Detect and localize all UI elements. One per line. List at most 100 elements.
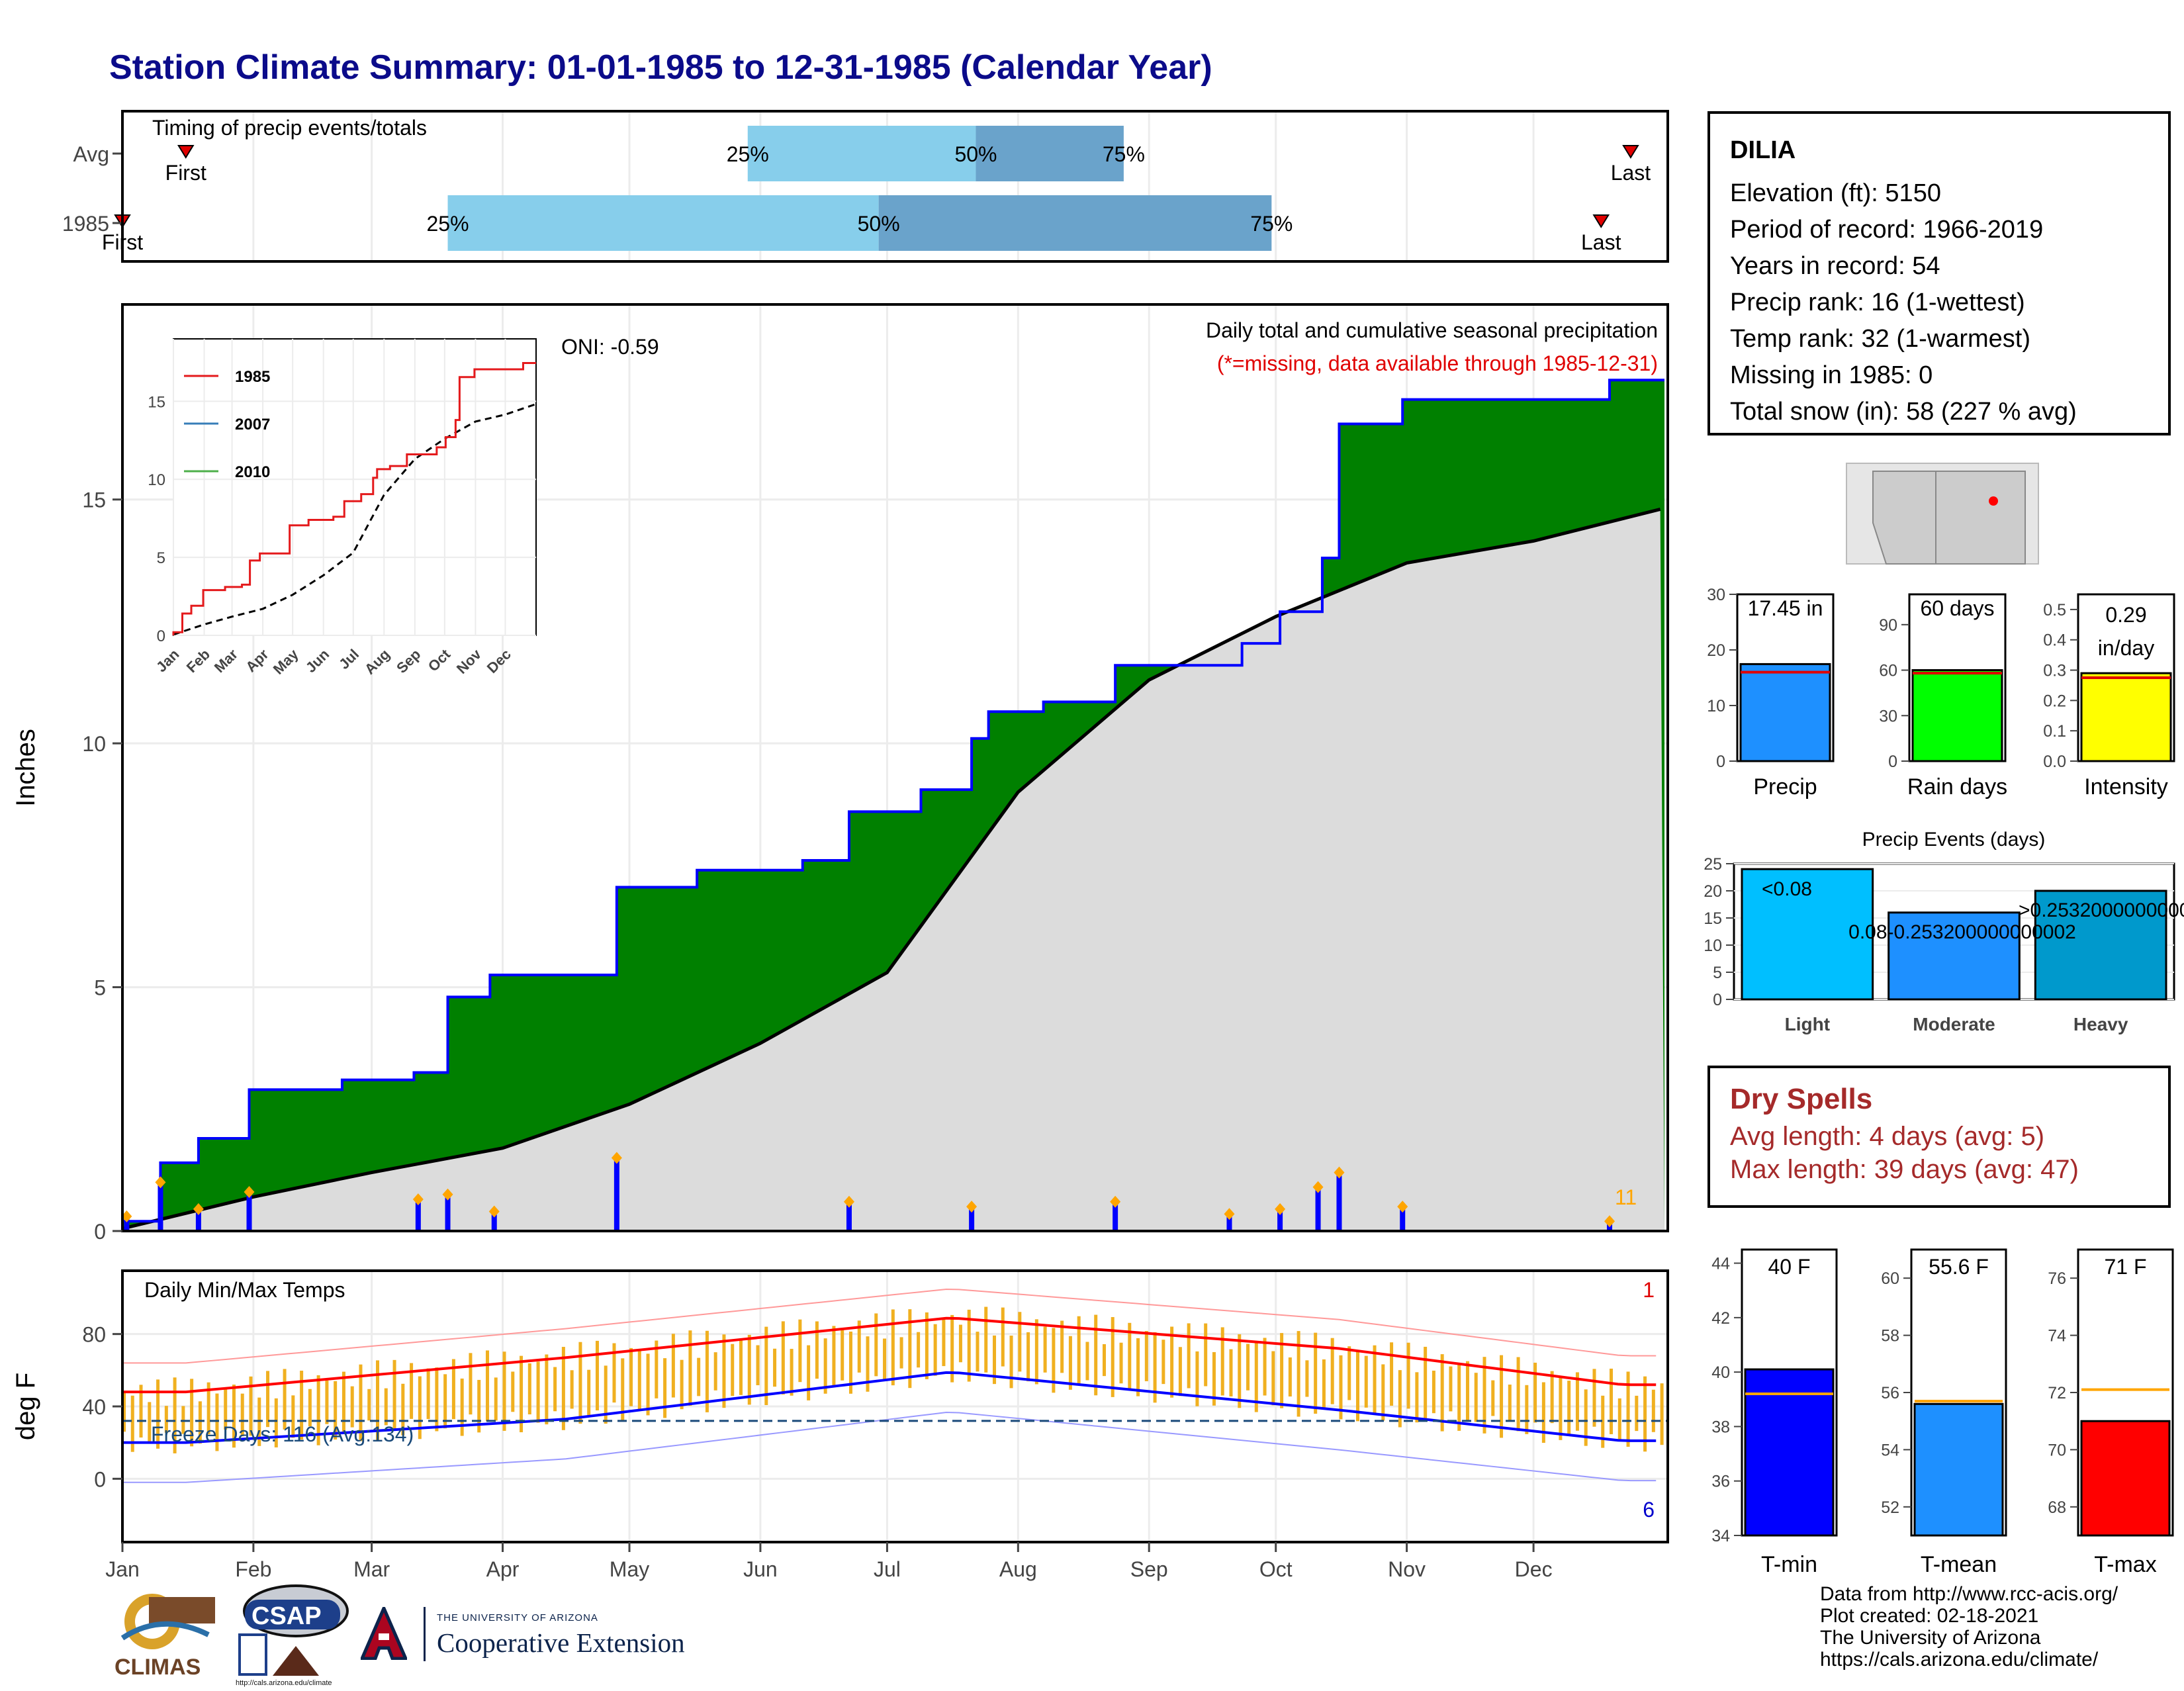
precip-daily-bar — [1113, 1201, 1118, 1231]
temp-daily-bar — [815, 1321, 819, 1379]
events-x-tick-label: Light — [1785, 1014, 1830, 1034]
csap-logo-text: CSAP — [251, 1602, 322, 1630]
temp-daily-bar — [1457, 1363, 1461, 1431]
temp-daily-bar — [713, 1352, 717, 1391]
temp-daily-bar — [663, 1358, 667, 1418]
temp-daily-bar — [1617, 1398, 1621, 1440]
precip-daily-marker — [193, 1203, 204, 1215]
precip-daily-bar — [1226, 1214, 1232, 1231]
temp-summary-y-tick-label: 68 — [2048, 1498, 2066, 1517]
temp-daily-bar — [1128, 1322, 1132, 1389]
temp-daily-bar — [1229, 1349, 1233, 1396]
timing-q25-label: 25% — [727, 142, 769, 166]
temp-daily-bar — [1559, 1377, 1563, 1440]
temp-daily-bar — [1161, 1340, 1165, 1385]
temp-summary-bar — [2080, 1420, 2171, 1537]
precip-daily-marker — [1224, 1208, 1235, 1220]
temp-daily-bar — [376, 1360, 380, 1440]
temp-daily-bar — [139, 1385, 143, 1438]
temp-daily-bar — [1330, 1338, 1334, 1404]
temp-daily-bar — [958, 1324, 962, 1363]
locator-map-arizona — [1872, 471, 1936, 565]
month-tick-label: Oct — [1259, 1557, 1293, 1581]
temp-daily-bar — [629, 1348, 633, 1406]
summary-bar-value: 60 days — [1920, 596, 1994, 620]
events-y-tick-label: 10 — [1704, 937, 1722, 955]
temp-daily-bar — [122, 1392, 126, 1432]
precip-daily-bar — [124, 1216, 130, 1231]
temp-daily-bar — [1339, 1355, 1343, 1420]
precip-daily-marker — [843, 1195, 854, 1208]
events-bar-label: <0.08 — [1762, 878, 1812, 900]
temp-daily-bar — [1508, 1385, 1512, 1422]
temp-daily-bar — [612, 1343, 616, 1403]
precip-daily-marker — [244, 1186, 255, 1199]
temp-summary-y-tick-label: 54 — [1881, 1441, 1899, 1459]
temp-daily-bar — [1635, 1395, 1639, 1432]
temp-daily-bar — [899, 1337, 903, 1369]
temp-daily-bar — [451, 1359, 455, 1420]
temp-daily-bar — [587, 1369, 591, 1416]
temp-daily-bar — [1271, 1351, 1275, 1406]
temp-daily-bar — [984, 1306, 988, 1373]
station-period: Period of record: 1966-2019 — [1730, 216, 2044, 244]
inset-normal-line — [173, 403, 535, 636]
locator-map-newmexico — [1935, 471, 2026, 565]
temp-daily-bar — [1651, 1389, 1655, 1432]
precip-daily-bar — [195, 1209, 201, 1231]
temp-daily-bar — [1212, 1351, 1216, 1406]
temp-daily-bar — [1305, 1360, 1309, 1397]
precip-daily-marker — [488, 1205, 500, 1218]
temp-daily-bar — [1347, 1346, 1351, 1400]
temp-daily-bar — [520, 1355, 523, 1433]
record-low-count: 6 — [1643, 1498, 1655, 1522]
temp-daily-bar — [1525, 1385, 1529, 1434]
temp-daily-bar — [1297, 1331, 1300, 1417]
inset-1985-line — [172, 362, 536, 635]
temp-y-tick-label: 40 — [82, 1395, 106, 1419]
credit-university: The University of Arizona — [1820, 1627, 2041, 1649]
temp-daily-bar — [156, 1379, 160, 1449]
dry-spells-max: Max length: 39 days (avg: 47) — [1730, 1155, 2079, 1184]
month-tick-label: Jul — [874, 1557, 901, 1581]
temp-daily-bar — [384, 1388, 388, 1426]
temp-daily-bar — [1584, 1389, 1588, 1446]
freeze-days-label: Freeze Days: 116 (Avg:134) — [151, 1422, 414, 1446]
station-name: DILIA — [1730, 136, 1796, 164]
temp-daily-bar — [291, 1395, 295, 1438]
timing-q25-label: 25% — [427, 212, 469, 236]
events-x-tick-label: Moderate — [1913, 1014, 1995, 1034]
temp-daily-bar — [1314, 1332, 1318, 1414]
temp-daily-bar — [1406, 1342, 1410, 1409]
temp-daily-bar — [604, 1365, 608, 1424]
temp-daily-bar — [697, 1357, 701, 1396]
temp-daily-bar — [823, 1338, 827, 1394]
timing-box-upper — [878, 195, 1272, 251]
temp-daily-bar — [925, 1312, 929, 1379]
temp-daily-bar — [1601, 1395, 1605, 1448]
temp-daily-bar — [401, 1383, 405, 1436]
temp-daily-bar — [1094, 1314, 1098, 1396]
temp-daily-bar — [1440, 1354, 1444, 1432]
temp-daily-bar — [908, 1309, 912, 1389]
temp-daily-bar — [1288, 1357, 1292, 1397]
record-high-count: 1 — [1643, 1278, 1655, 1302]
temp-summary-value: 71 F — [2104, 1255, 2146, 1279]
credit-data-source: Data from http://www.rcc-acis.org/ — [1820, 1583, 2118, 1605]
temp-daily-bar — [1491, 1380, 1495, 1416]
month-tick-label: Mar — [353, 1557, 390, 1581]
temp-daily-bar — [731, 1344, 735, 1396]
summary-y-tick-label: 0 — [1716, 753, 1725, 771]
csap-logo: CSAP http://cals.arizona.edu/climate — [233, 1583, 349, 1688]
station-temp-rank: Temp rank: 32 (1-warmest) — [1730, 325, 2031, 353]
temp-daily-bar — [485, 1350, 489, 1422]
dry-spells-avg: Avg length: 4 days (avg: 5) — [1730, 1122, 2045, 1151]
temp-daily-bar — [1398, 1370, 1402, 1428]
temp-daily-bar — [705, 1330, 709, 1412]
precip-daily-marker — [1604, 1215, 1615, 1228]
temp-daily-bar — [1187, 1323, 1191, 1389]
ua-big-text: Cooperative Extension — [437, 1627, 685, 1658]
temp-daily-bar — [722, 1334, 726, 1408]
inset-y-tick-label: 0 — [157, 627, 165, 645]
timing-box-lower — [447, 195, 879, 251]
